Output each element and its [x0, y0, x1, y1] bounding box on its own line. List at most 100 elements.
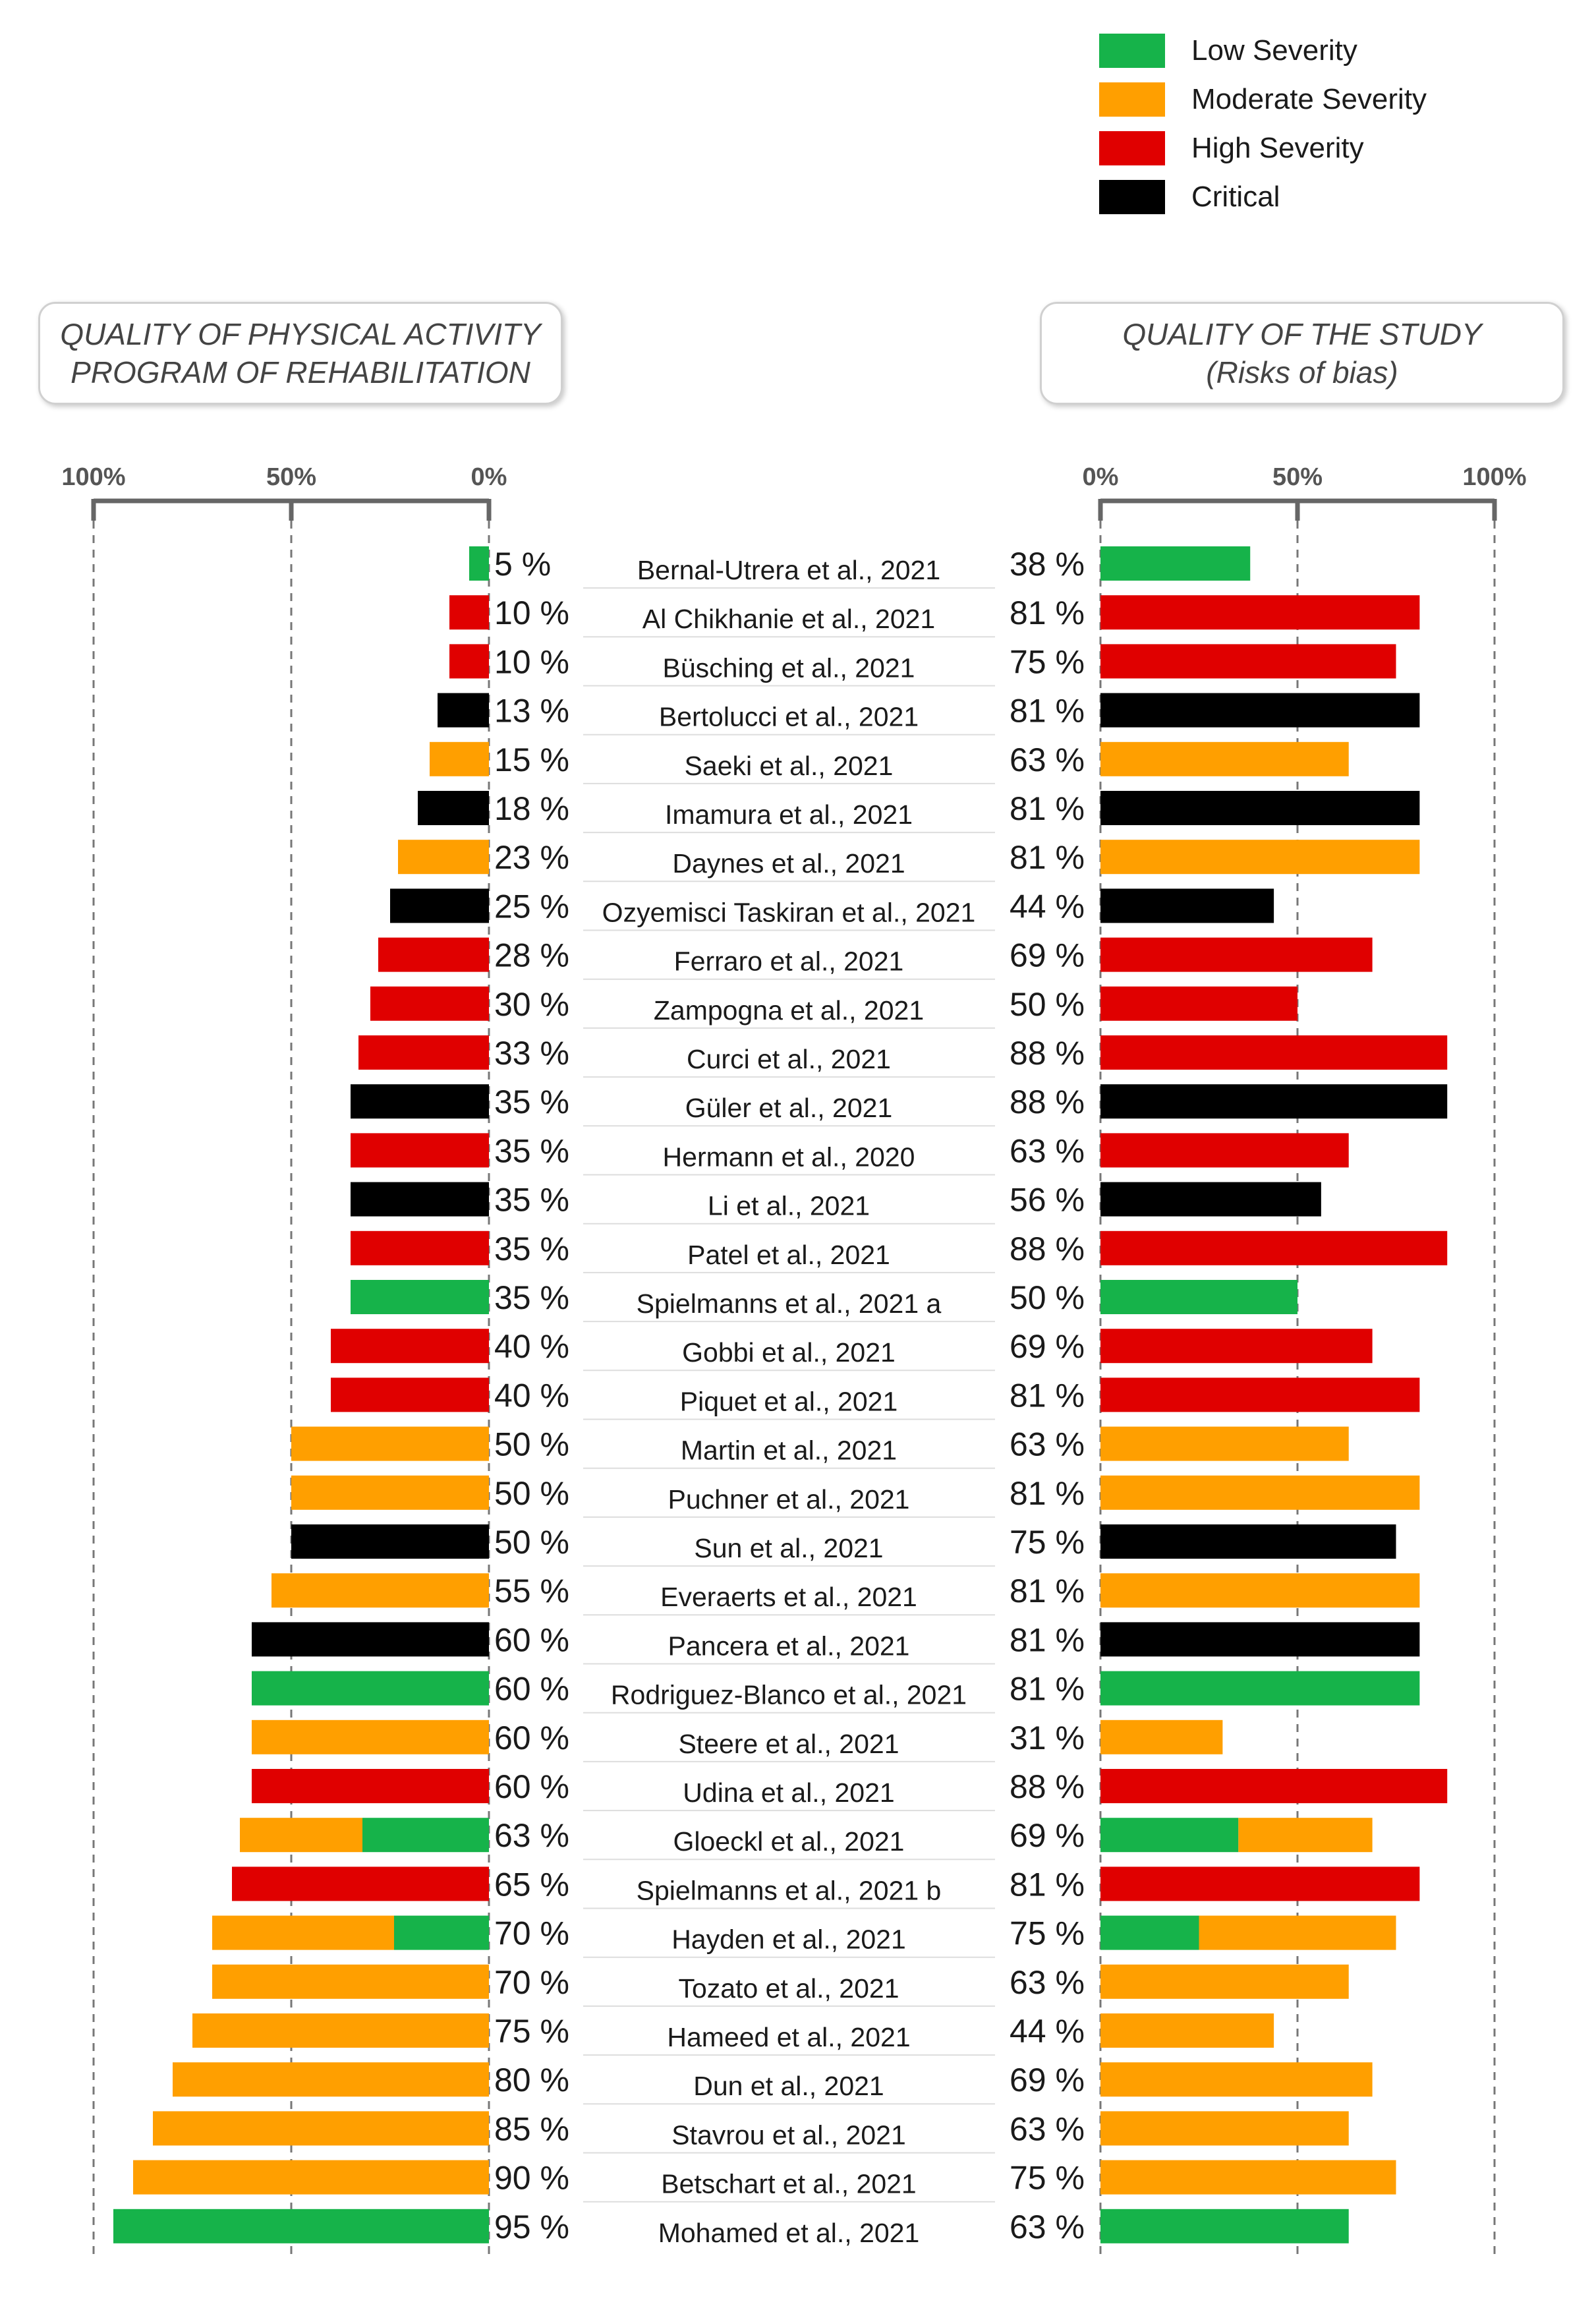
study-label: Patel et al., 2021 — [687, 1240, 890, 1270]
rob-bar — [1100, 1182, 1321, 1217]
study-label: Piquet et al., 2021 — [680, 1386, 898, 1416]
rob-value-label: 81 % — [1010, 1671, 1085, 1708]
rob-value-label: 81 % — [1010, 1377, 1085, 1414]
rob-bar — [1100, 986, 1297, 1021]
rob-bar — [1100, 2160, 1396, 2195]
study-label: Ferraro et al., 2021 — [674, 946, 904, 977]
pa-value-label: 70 % — [494, 1915, 569, 1952]
legend: Low Severity Moderate Severity High Seve… — [1099, 26, 1427, 221]
rob-value-label: 81 % — [1010, 1621, 1085, 1658]
pa-bar — [370, 986, 489, 1021]
rob-bar — [1100, 2111, 1349, 2146]
rob-value-label: 75 % — [1010, 643, 1085, 680]
study-label: Büsching et al., 2021 — [663, 652, 915, 683]
pa-bar — [113, 2209, 489, 2243]
pa-value-label: 75 % — [494, 2013, 569, 2050]
rob-value-label: 75 % — [1010, 2160, 1085, 2197]
legend-swatch-low — [1099, 34, 1165, 68]
pa-bar — [331, 1329, 489, 1364]
study-label: Puchner et al., 2021 — [668, 1484, 910, 1515]
pa-bar — [331, 1377, 489, 1412]
pa-value-label: 15 % — [494, 741, 569, 778]
pa-bar — [271, 1573, 489, 1608]
rob-value-label: 44 % — [1010, 888, 1085, 925]
rob-bar — [1100, 1573, 1420, 1608]
rob-bar — [1100, 1426, 1349, 1461]
rob-value-label: 69 % — [1010, 1328, 1085, 1365]
rob-bar — [1100, 1230, 1448, 1265]
right-panel-title-line2: (Risks of bias) — [1206, 355, 1398, 390]
study-label: Güler et al., 2021 — [685, 1093, 893, 1123]
study-label: Curci et al., 2021 — [687, 1044, 891, 1074]
rob-value-label: 81 % — [1010, 693, 1085, 730]
rob-bar — [1100, 1475, 1420, 1510]
rob-bar — [1100, 546, 1251, 581]
pa-value-label: 60 % — [494, 1768, 569, 1805]
study-label: Gobbi et al., 2021 — [682, 1337, 896, 1368]
rob-value-label: 56 % — [1010, 1182, 1085, 1219]
study-label: Mohamed et al., 2021 — [658, 2218, 920, 2248]
rob-value-label: 63 % — [1010, 2110, 1085, 2147]
legend-label-low: Low Severity — [1191, 34, 1357, 67]
rob-value-label: 81 % — [1010, 790, 1085, 827]
pa-value-label: 10 % — [494, 594, 569, 631]
study-label: Steere et al., 2021 — [678, 1729, 899, 1759]
pa-bar — [173, 2062, 489, 2097]
study-label: Everaerts et al., 2021 — [660, 1582, 917, 1612]
pa-value-label: 35 % — [494, 1279, 569, 1316]
pa-value-label: 95 % — [494, 2209, 569, 2245]
rob-value-label: 81 % — [1010, 839, 1085, 876]
pa-value-label: 60 % — [494, 1621, 569, 1658]
rob-bar — [1100, 2209, 1349, 2243]
rob-value-label: 63 % — [1010, 1964, 1085, 2001]
pa-value-label: 25 % — [494, 888, 569, 925]
pa-bar — [390, 888, 489, 923]
pa-value-label: 50 % — [494, 1475, 569, 1512]
rob-value-label: 88 % — [1010, 1768, 1085, 1805]
pa-value-label: 85 % — [494, 2110, 569, 2147]
rob-bar — [1100, 1671, 1420, 1706]
rob-bar — [1100, 1622, 1420, 1657]
left-axis-tick-label: 100% — [61, 463, 125, 491]
pa-bar — [252, 1671, 489, 1706]
pa-bar — [430, 741, 489, 776]
pa-bar — [212, 1915, 394, 1950]
pa-value-label: 50 % — [494, 1426, 569, 1463]
rob-bar — [1100, 1377, 1420, 1412]
pa-value-label: 70 % — [494, 1964, 569, 2001]
pa-value-label: 50 % — [494, 1524, 569, 1561]
rob-bar — [1100, 693, 1420, 728]
pa-bar — [252, 1622, 489, 1657]
pa-value-label: 60 % — [494, 1671, 569, 1708]
study-label: Ozyemisci Taskiran et al., 2021 — [602, 897, 976, 927]
study-label: Dun et al., 2021 — [693, 2071, 884, 2101]
study-label: Hayden et al., 2021 — [671, 1924, 906, 1955]
pa-bar — [378, 937, 489, 972]
right-panel-title: QUALITY OF THE STUDY (Risks of bias) — [1040, 302, 1564, 405]
left-axis-tick-label: 50% — [266, 463, 316, 491]
study-label: Hermann et al., 2020 — [663, 1142, 915, 1172]
pa-bar — [394, 1915, 489, 1950]
pa-bar — [351, 1280, 489, 1314]
study-label: Rodriguez-Blanco et al., 2021 — [611, 1680, 967, 1710]
rob-bar — [1100, 1280, 1297, 1314]
right-panel-title-line1: QUALITY OF THE STUDY — [1122, 317, 1482, 351]
pa-value-label: 28 % — [494, 937, 569, 974]
rob-bar — [1100, 840, 1420, 875]
rob-value-label: 69 % — [1010, 937, 1085, 974]
pa-value-label: 35 % — [494, 1084, 569, 1120]
legend-item-moderate: Moderate Severity — [1099, 75, 1427, 124]
pa-bar — [351, 1133, 489, 1168]
rob-bar — [1100, 1964, 1349, 1999]
rob-value-label: 88 % — [1010, 1035, 1085, 1072]
pa-bar — [351, 1230, 489, 1265]
pa-bar — [232, 1866, 489, 1901]
rob-bar — [1100, 2062, 1373, 2097]
rob-bar — [1100, 791, 1420, 825]
rob-bar — [1100, 644, 1396, 679]
rob-bar — [1100, 1818, 1239, 1853]
pa-value-label: 33 % — [494, 1035, 569, 1072]
pa-bar — [153, 2111, 489, 2146]
rob-value-label: 81 % — [1010, 1866, 1085, 1903]
rob-value-label: 81 % — [1010, 1475, 1085, 1512]
